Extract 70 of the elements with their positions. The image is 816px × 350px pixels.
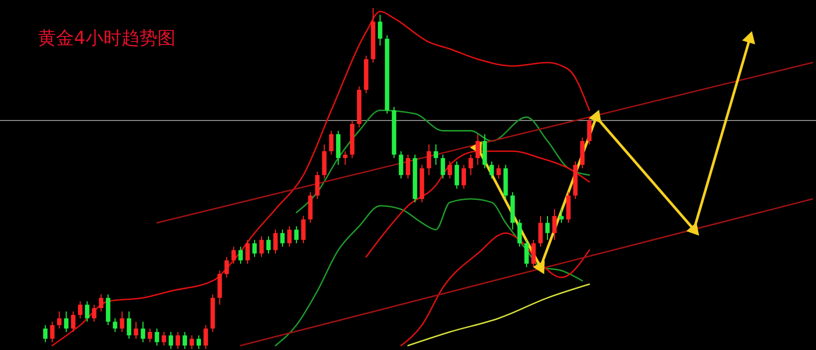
candlestick [168, 331, 174, 350]
candlestick [112, 318, 118, 332]
candlestick [245, 239, 250, 264]
candlestick [559, 208, 564, 224]
candlestick [280, 229, 285, 248]
candlestick [329, 130, 334, 156]
candlestick [301, 216, 306, 244]
candlestick [580, 137, 585, 169]
candlestick [57, 310, 62, 330]
candlestick [315, 171, 320, 200]
candlestick [440, 154, 446, 179]
candlestick [182, 331, 188, 350]
point [588, 110, 602, 124]
candlestick [231, 246, 236, 264]
candlestick [98, 294, 104, 312]
point [532, 260, 545, 274]
candlestick [252, 239, 257, 258]
candlestick [120, 310, 124, 332]
candlestick [148, 328, 152, 343]
candlestick [538, 216, 543, 248]
candlestick [140, 321, 146, 343]
candlestick [273, 229, 278, 254]
candlestick [462, 164, 466, 190]
candlestick [517, 218, 522, 248]
candlestick [217, 270, 222, 306]
candlestick [204, 324, 208, 350]
candlestick [308, 192, 313, 224]
candlestick [552, 208, 557, 240]
candlestick [196, 334, 201, 350]
candlestick [482, 134, 487, 169]
candlestick [43, 324, 48, 343]
point [742, 31, 756, 44]
candlestick [78, 300, 82, 319]
candlestick [336, 130, 340, 166]
candlestick [50, 321, 55, 343]
candlestick [476, 134, 480, 166]
candlestick [190, 334, 194, 350]
candlestick [524, 239, 529, 268]
candlestick [71, 310, 76, 332]
candlestick [398, 150, 404, 179]
candlestick [448, 160, 452, 179]
candlestick [176, 331, 180, 350]
candlestick [238, 246, 243, 264]
candlestick [426, 144, 432, 176]
candlestick [434, 144, 438, 166]
candlestick [259, 236, 264, 258]
candlestick [84, 300, 90, 322]
candlestick [154, 328, 160, 346]
candlestick [106, 294, 110, 326]
text: 黄金4小时趋势图 [38, 28, 176, 49]
candlestick [378, 14, 382, 46]
candlestick [126, 310, 132, 340]
candlestick [287, 226, 292, 248]
candlestick [587, 116, 592, 145]
candlestick [92, 304, 96, 322]
candlestick [531, 239, 536, 268]
candlestick [489, 160, 494, 179]
candlestick [496, 164, 501, 179]
candlestick [454, 160, 460, 190]
candlestick [134, 321, 138, 340]
candlestick [162, 331, 166, 346]
candlestick [343, 150, 348, 166]
candlestick [224, 256, 229, 278]
candlestick [294, 226, 299, 244]
candlestick [468, 154, 473, 176]
candlestick [64, 310, 68, 332]
candlestick [566, 192, 571, 224]
candlestick [406, 154, 410, 179]
point [686, 222, 700, 236]
candlestick [322, 144, 327, 179]
